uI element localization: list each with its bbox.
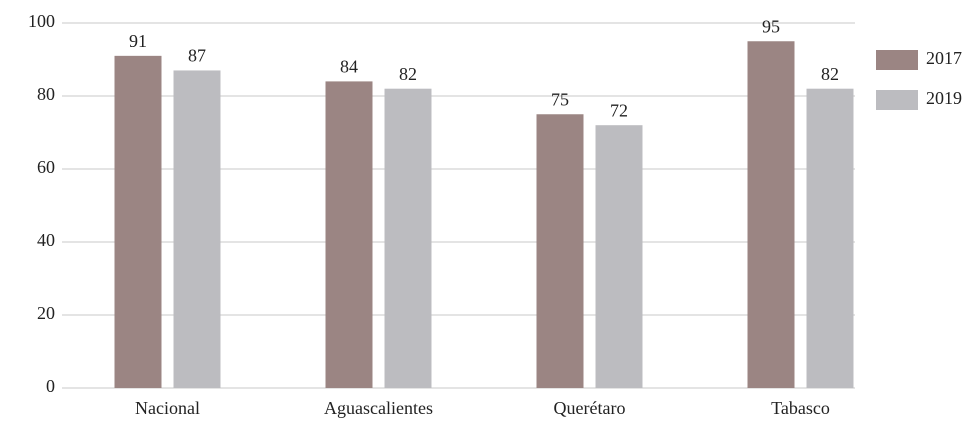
bar (173, 70, 221, 388)
y-tick-label: 0 (46, 376, 55, 396)
data-label: 72 (610, 100, 628, 120)
bar (595, 125, 643, 388)
y-tick-label: 100 (28, 11, 55, 31)
bar (114, 55, 162, 388)
bar (747, 41, 795, 388)
bar (325, 81, 373, 389)
y-tick-label: 60 (37, 157, 55, 177)
x-tick-label: Tabasco (771, 398, 830, 418)
bar (806, 88, 854, 388)
legend-label: 2017 (926, 48, 962, 68)
data-label: 95 (762, 16, 780, 36)
legend-swatch (876, 90, 918, 110)
data-label: 82 (821, 64, 839, 84)
data-label: 84 (340, 57, 358, 77)
data-label: 87 (188, 46, 206, 66)
x-tick-label: Nacional (135, 398, 200, 418)
data-label: 91 (129, 31, 147, 51)
bar (384, 88, 432, 388)
bar (536, 114, 584, 388)
y-tick-label: 40 (37, 230, 55, 250)
data-label: 82 (399, 64, 417, 84)
x-tick-label: Querétaro (554, 398, 626, 418)
y-tick-label: 80 (37, 84, 55, 104)
legend-swatch (876, 50, 918, 70)
x-tick-label: Aguascalientes (324, 398, 433, 418)
y-tick-label: 20 (37, 303, 55, 323)
legend-label: 2019 (926, 88, 962, 108)
data-label: 75 (551, 89, 569, 109)
